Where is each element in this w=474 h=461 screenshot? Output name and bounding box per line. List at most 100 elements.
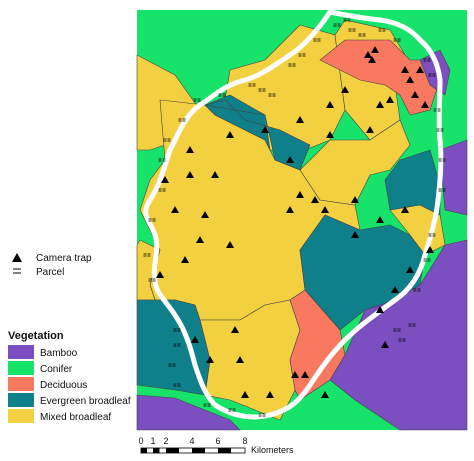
camera-trap-marker (351, 231, 359, 238)
mixed-broadleaf-region (299, 119, 411, 206)
camera-trap-marker (286, 156, 294, 163)
camera-trap-marker (351, 196, 359, 203)
parcel-marker (288, 63, 292, 67)
legend-swatch-evergreen-broadleaf (8, 393, 34, 407)
parcel-marker (393, 328, 397, 332)
camera-trap-marker (231, 326, 239, 333)
legend-swatch-bamboo (8, 345, 34, 359)
camera-trap-marker (161, 176, 169, 183)
bamboo-region (136, 394, 241, 431)
legend-vegetation: Vegetation Bamboo Conifer Deciduous Ever… (8, 330, 131, 423)
parcel-marker (173, 328, 177, 332)
camera-trap-marker (426, 246, 434, 253)
parcel-icon (13, 268, 21, 274)
parcel-marker (397, 328, 401, 332)
camera-trap-marker (371, 46, 379, 53)
camera-trap-marker (321, 206, 329, 213)
evergreen-broadleaf-region (384, 149, 441, 216)
parcel-marker (207, 403, 211, 407)
scale-tick-6: 6 (215, 436, 220, 446)
legend-title: Vegetation (8, 330, 64, 342)
parcel-marker (197, 98, 201, 102)
legend-parcel-label: Parcel (36, 267, 64, 278)
parcel-marker (177, 328, 181, 332)
camera-trap-marker (321, 391, 329, 398)
parcel-marker (143, 253, 147, 257)
bamboo-region (439, 139, 468, 216)
parcel-marker (177, 383, 181, 387)
parcel-marker (393, 38, 397, 42)
scale-tick-0: 0 (138, 436, 143, 446)
parcel-marker (232, 408, 236, 412)
camera-trap-marker (226, 241, 234, 248)
camera-trap-marker (286, 206, 294, 213)
parcel-marker (177, 343, 181, 347)
parcel-marker (168, 363, 172, 367)
parcel-marker (417, 288, 421, 292)
camera-trap-marker (156, 271, 164, 278)
camera-trap-marker (226, 131, 234, 138)
scale-tick-8: 8 (242, 436, 247, 446)
camera-trap-marker (181, 256, 189, 263)
scale-unit: Kilometers (251, 445, 294, 455)
parcel-marker (167, 138, 171, 142)
parcel-marker (432, 233, 436, 237)
camera-trap-marker (391, 286, 399, 293)
parcel-marker (158, 188, 162, 192)
parcel-marker (262, 88, 266, 92)
camera-trap-marker (311, 196, 319, 203)
parcel-marker (347, 18, 351, 22)
parcel-marker (428, 233, 432, 237)
parcel-marker (358, 33, 362, 37)
parcel-marker (272, 93, 276, 97)
parcel-marker (398, 338, 402, 342)
parcel-marker (348, 28, 352, 32)
camera-trap-marker (196, 236, 204, 243)
scale-bar: 0 1 2 4 6 8 Kilometers (138, 436, 294, 455)
parcel-marker (258, 88, 262, 92)
parcel-marker (433, 108, 437, 112)
parcel-marker (442, 188, 446, 192)
vegetation-polygons (136, 19, 468, 431)
parcel-marker (173, 343, 177, 347)
legend-swatch-mixed-broadleaf (8, 409, 34, 423)
parcel-marker (413, 288, 417, 292)
legend-camera-trap-label: Camera trap (36, 253, 92, 264)
parcel-marker (147, 253, 151, 257)
legend-label-conifer: Conifer (40, 364, 73, 375)
parcel-marker (412, 323, 416, 327)
camera-trap-marker (416, 66, 424, 73)
parcel-marker (313, 38, 317, 42)
legend-label-deciduous: Deciduous (40, 380, 87, 391)
parcel-marker (362, 33, 366, 37)
camera-trap-marker (376, 101, 384, 108)
camera-trap-marker (406, 76, 414, 83)
parcel-marker (178, 118, 182, 122)
camera-trap-marker (236, 356, 244, 363)
camera-trap-marker (296, 191, 304, 198)
camera-trap-marker (186, 171, 194, 178)
parcel-marker (317, 38, 321, 42)
scale-tick-4: 4 (189, 436, 194, 446)
parcel-marker (423, 258, 427, 262)
legend-label-evergreen-broadleaf: Evergreen broadleaf (40, 396, 131, 407)
parcel-marker (382, 28, 386, 32)
evergreen-broadleaf-region (204, 94, 271, 151)
legend-swatch-conifer (8, 361, 34, 375)
scale-tick-2: 2 (163, 436, 168, 446)
parcel-marker (408, 323, 412, 327)
parcel-marker (222, 93, 226, 97)
parcel-marker (248, 83, 252, 87)
parcel-marker (182, 118, 186, 122)
parcel-marker (203, 403, 207, 407)
parcel-marker (173, 383, 177, 387)
camera-trap-marker (411, 91, 419, 98)
parcel-marker (423, 58, 427, 62)
parcel-marker (158, 158, 162, 162)
camera-trap-marker (186, 146, 194, 153)
scale-tick-1: 1 (150, 436, 155, 446)
parcel-marker (292, 63, 296, 67)
camera-trap-marker (211, 171, 219, 178)
parcel-marker (162, 158, 166, 162)
